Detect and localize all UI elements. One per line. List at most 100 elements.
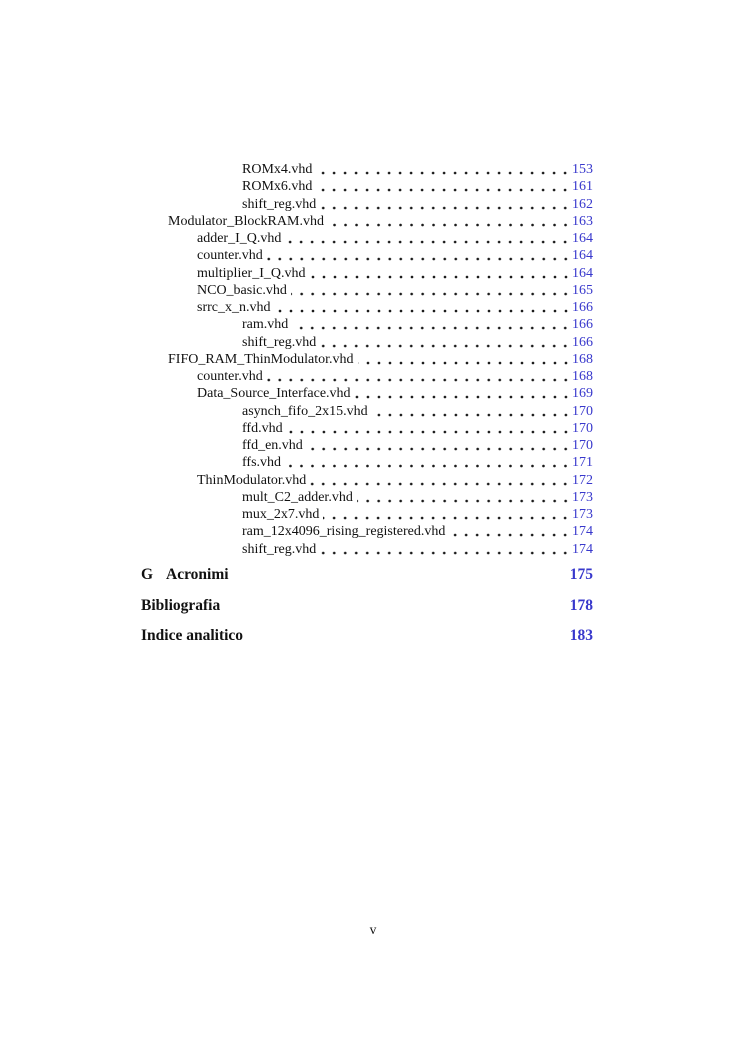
toc-entry: counter.vhd 164	[141, 247, 593, 265]
toc-page-link[interactable]: 161	[572, 179, 593, 195]
section-page-link[interactable]: 183	[569, 627, 593, 644]
toc-entry: mult_C2_adder.vhd 173	[141, 488, 593, 506]
leader-dots	[286, 419, 571, 437]
toc-entry: srrc_x_n.vhd 166	[141, 299, 593, 317]
toc-page-link[interactable]: 171	[572, 455, 593, 471]
page-footer: v	[0, 922, 746, 938]
leader-dots	[320, 333, 571, 351]
toc-backmatter-headings: G Acronimi 175 Bibliografia 178 Indice a…	[141, 558, 593, 645]
toc-entry-label: ROMx6.vhd	[242, 179, 313, 195]
folio-page-number: v	[369, 922, 377, 937]
toc-page-link[interactable]: 173	[572, 507, 593, 522]
toc-page-link[interactable]: 164	[572, 248, 593, 264]
leader-dots	[266, 368, 571, 386]
toc-entry: multiplier_I_Q.vhd 164	[141, 264, 593, 282]
toc-entry: ThinModulator.vhd 172	[141, 471, 593, 489]
leader-dots	[449, 523, 571, 541]
toc-entry-label: ThinModulator.vhd	[197, 472, 307, 488]
toc-entry-label: mux_2x7.vhd	[242, 507, 320, 522]
toc-entry-label: mult_C2_adder.vhd	[242, 489, 353, 505]
leader-dots	[266, 247, 571, 265]
toc-entry-label: ROMx4.vhd	[242, 162, 313, 177]
leader-dots	[274, 299, 571, 317]
toc-entry-label: adder_I_Q.vhd	[197, 231, 282, 246]
toc-entry-label: multiplier_I_Q.vhd	[197, 265, 306, 281]
section-title: Indice analitico	[141, 627, 244, 644]
leader-dots	[285, 230, 571, 248]
leader-dots	[357, 350, 571, 368]
toc-page-link[interactable]: 168	[572, 351, 593, 367]
toc-page-link[interactable]: 166	[572, 334, 593, 350]
toc-entry-label: srrc_x_n.vhd	[197, 300, 271, 315]
leader-dots	[290, 281, 571, 299]
toc-entry: counter.vhd 168	[141, 368, 593, 386]
section-page-link[interactable]: 178	[569, 596, 593, 614]
leader-dots	[310, 471, 571, 489]
toc-entry: ram_12x4096_rising_registered.vhd 174	[141, 523, 593, 541]
toc-entry-label: counter.vhd	[197, 369, 263, 384]
toc-page-link[interactable]: 170	[572, 403, 593, 419]
toc-entry-label: shift_reg.vhd	[242, 334, 317, 350]
toc-entry-label: counter.vhd	[197, 248, 263, 264]
toc-entry-label: NCO_basic.vhd	[197, 282, 287, 298]
toc-entry: adder_I_Q.vhd 164	[141, 230, 593, 248]
leader-dots	[320, 540, 571, 558]
toc-page-link[interactable]: 168	[572, 369, 593, 384]
toc-page-link[interactable]: 170	[572, 420, 593, 436]
toc-entry: Modulator_BlockRAM.vhd 163	[141, 212, 593, 230]
leader-dots	[316, 178, 571, 196]
toc-entry: ROMx4.vhd 153	[141, 161, 593, 179]
toc-entry-label: Modulator_BlockRAM.vhd	[168, 213, 324, 229]
section-number: G	[141, 566, 154, 583]
toc-entry-label: ram_12x4096_rising_registered.vhd	[242, 524, 446, 540]
toc-page-link[interactable]: 162	[572, 196, 593, 212]
toc-page-link[interactable]: 170	[572, 438, 593, 453]
leader-dots	[356, 488, 571, 506]
toc-entry-label: ffd.vhd	[242, 420, 283, 436]
toc-entry: ROMx6.vhd 161	[141, 178, 593, 196]
toc-entry-label: ram.vhd	[242, 317, 289, 333]
toc-page-link[interactable]: 174	[572, 541, 593, 557]
toc-section-heading: Bibliografia 178	[141, 596, 593, 615]
toc-entry: shift_reg.vhd 166	[141, 333, 593, 351]
toc-page-link[interactable]: 164	[572, 265, 593, 281]
section-page-link[interactable]: 175	[569, 566, 593, 583]
toc-page-link[interactable]: 164	[572, 231, 593, 246]
toc-page-link[interactable]: 166	[572, 317, 593, 333]
toc-entry-label: asynch_fifo_2x15.vhd	[242, 403, 368, 419]
section-title: Acronimi	[166, 566, 229, 583]
toc-entry: NCO_basic.vhd 165	[141, 281, 593, 299]
leader-dots	[320, 195, 571, 213]
leader-dots	[285, 454, 571, 472]
leader-dots	[323, 506, 571, 524]
toc-page-link[interactable]: 173	[572, 489, 593, 505]
toc-entry-label: FIFO_RAM_ThinModulator.vhd	[168, 351, 354, 367]
leader-dots	[327, 212, 571, 230]
leader-dots	[354, 385, 571, 403]
toc-page-link[interactable]: 166	[572, 300, 593, 315]
toc-entry-label: ffs.vhd	[242, 455, 282, 471]
toc-page-link[interactable]: 163	[572, 213, 593, 229]
toc-page-link[interactable]: 165	[572, 282, 593, 298]
toc-file-list: ROMx4.vhd 153 ROMx6.vhd 161 shift_reg.vh…	[141, 161, 593, 558]
toc-entry: ffd_en.vhd 170	[141, 437, 593, 455]
toc-entry: FIFO_RAM_ThinModulator.vhd 168	[141, 350, 593, 368]
toc-page-link[interactable]: 174	[572, 524, 593, 540]
toc-entry: shift_reg.vhd 162	[141, 195, 593, 213]
toc-page-link[interactable]: 172	[572, 472, 593, 488]
toc-section-heading: Indice analitico 183	[141, 626, 593, 645]
toc-entry: mux_2x7.vhd 173	[141, 506, 593, 524]
toc-entry: shift_reg.vhd 174	[141, 540, 593, 558]
leader-dots	[316, 161, 571, 179]
toc-entry-label: shift_reg.vhd	[242, 196, 317, 212]
toc-entry: ffd.vhd 170	[141, 419, 593, 437]
toc-entry: Data_Source_Interface.vhd 169	[141, 385, 593, 403]
leader-dots	[371, 402, 571, 420]
toc-page-link[interactable]: 169	[572, 386, 593, 402]
toc-section-heading: G Acronimi 175	[141, 565, 593, 584]
section-title: Bibliografia	[141, 596, 221, 614]
toc-page-link[interactable]: 153	[572, 162, 593, 177]
toc-entry-label: Data_Source_Interface.vhd	[197, 386, 351, 402]
toc-entry-label: shift_reg.vhd	[242, 541, 317, 557]
